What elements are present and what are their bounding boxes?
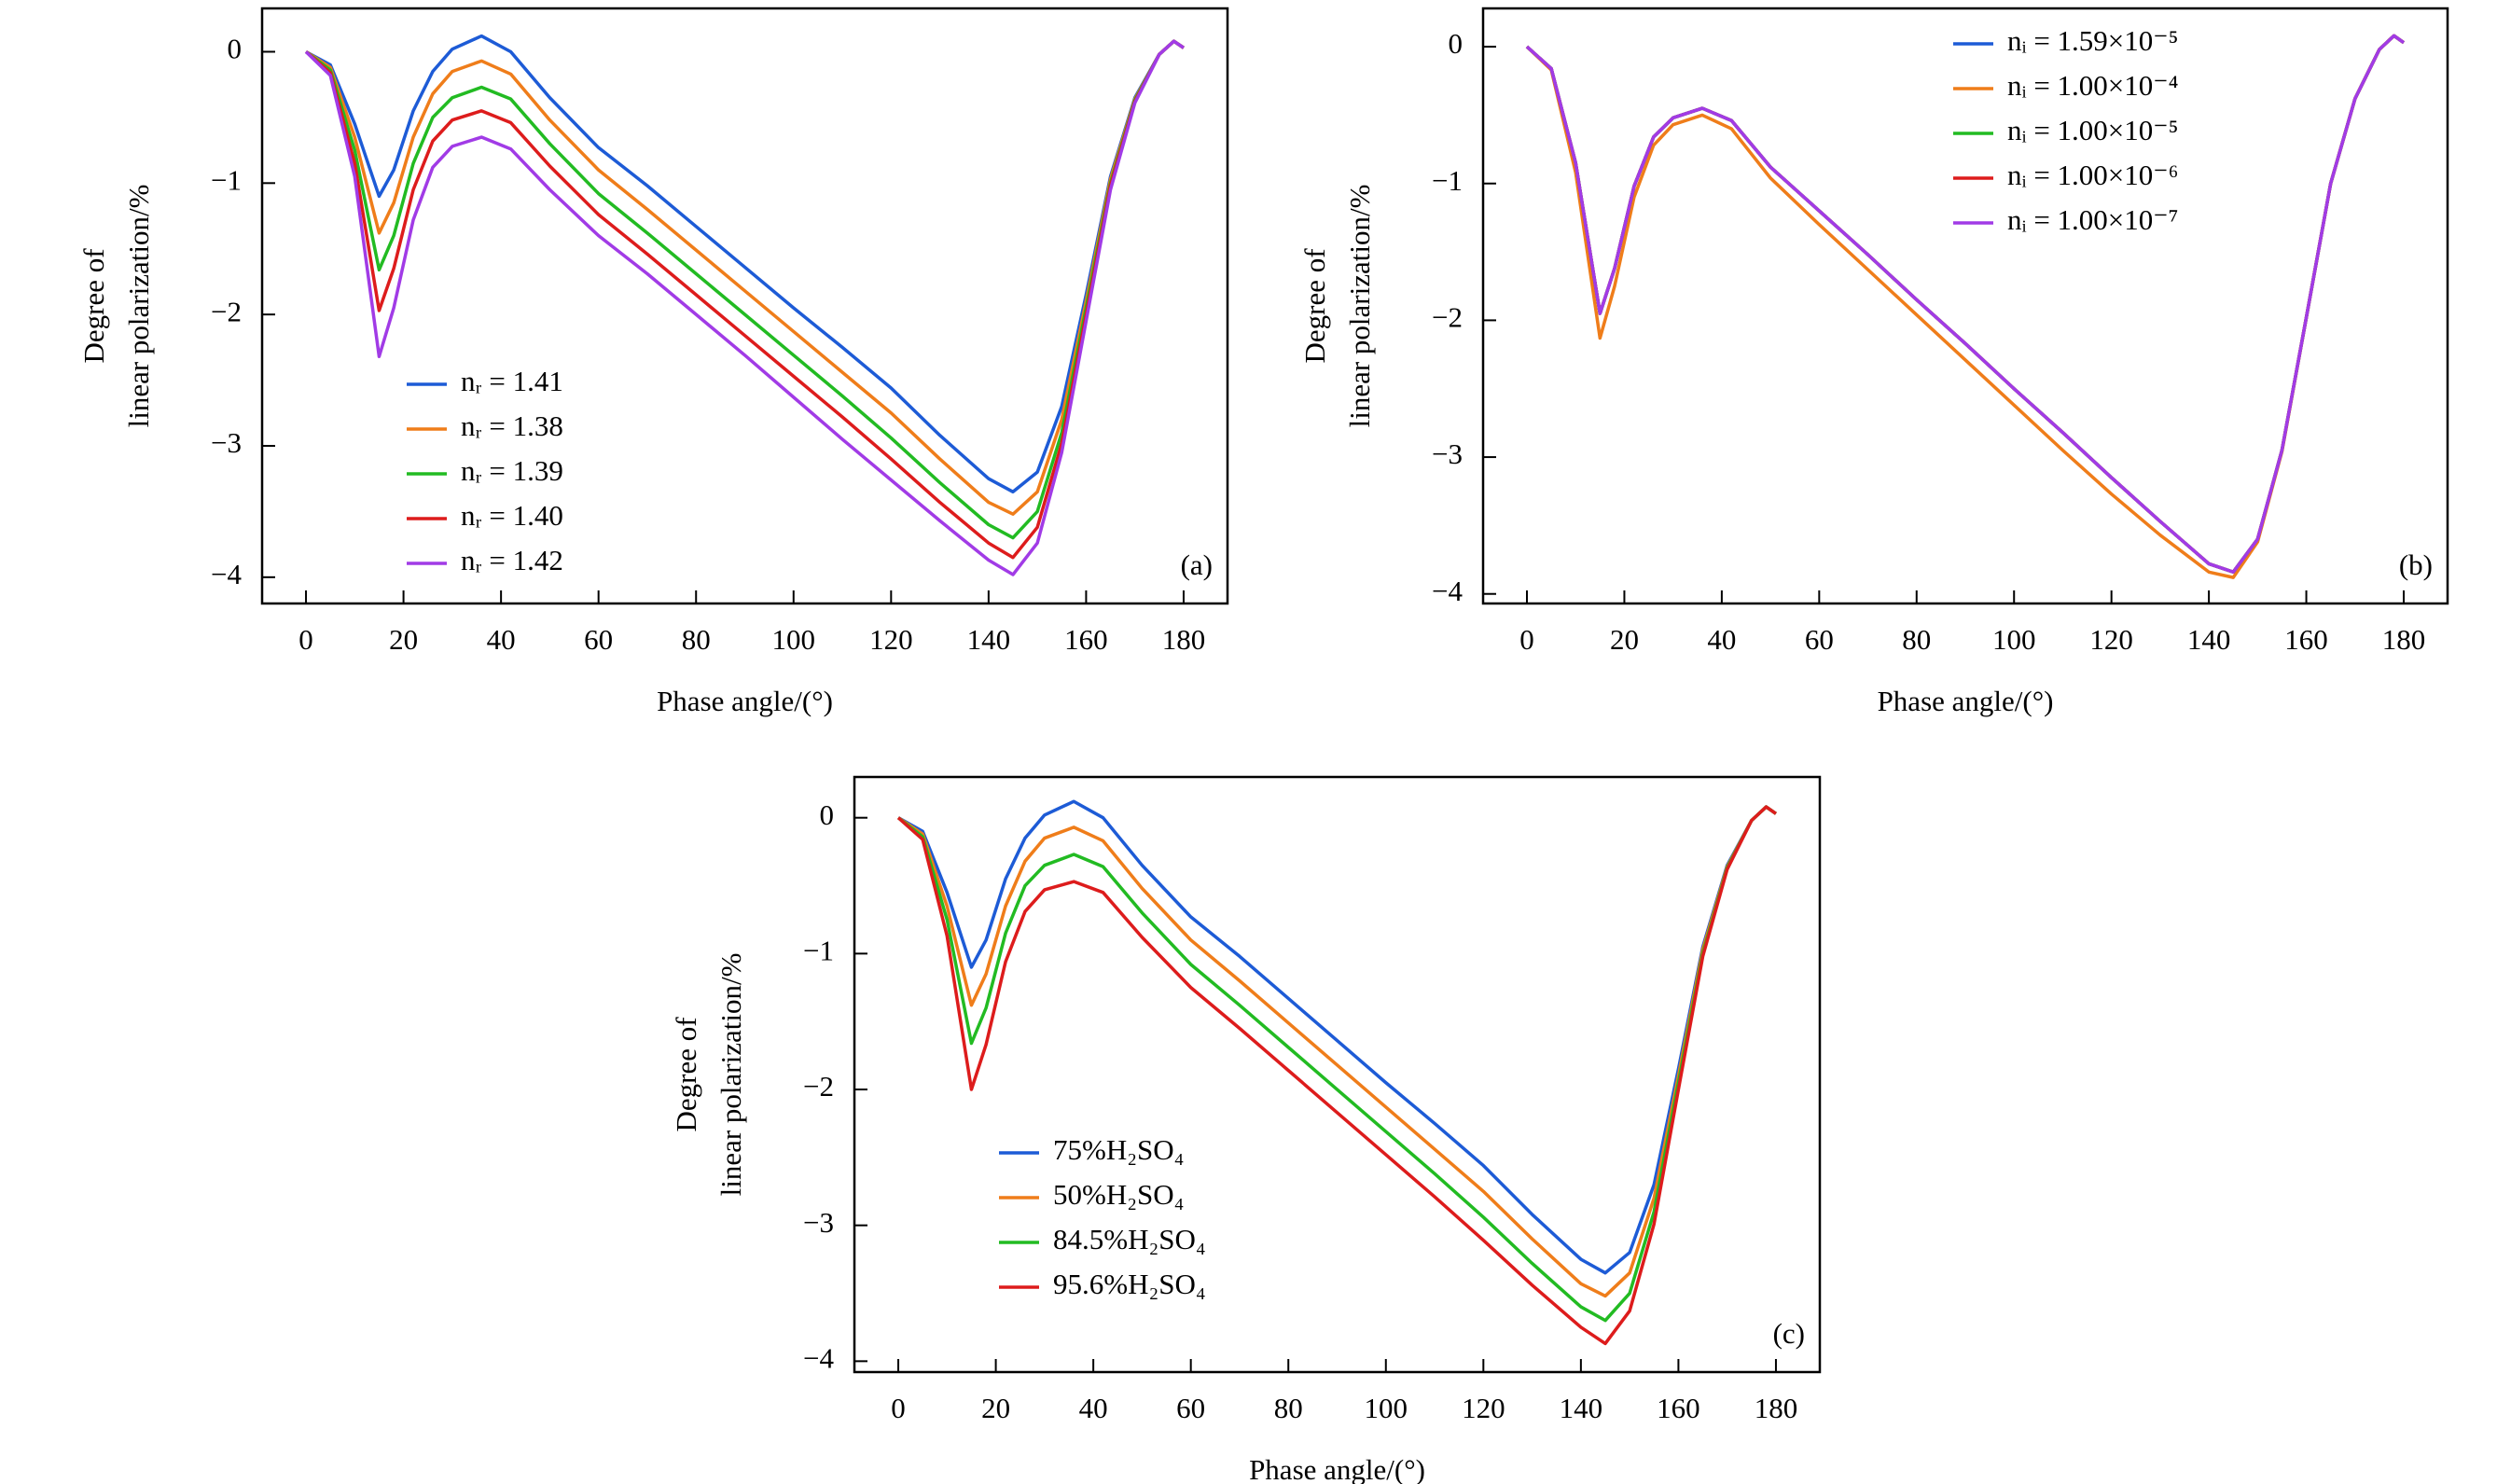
x-tick-label: 0 [891,1392,906,1424]
series-line [304,39,1185,560]
x-tick-label: 180 [1755,1392,1798,1424]
panel-label: (b) [2399,548,2433,581]
y-axis-label: Degree of [1298,248,1331,364]
x-tick-label: 160 [2284,623,2328,656]
plot-frame [853,775,1822,1374]
x-tick-label: 40 [487,623,516,656]
x-tick-label: 80 [1902,623,1931,656]
x-tick-label: 160 [1064,623,1108,656]
series-line [1525,34,2406,575]
y-tick-label: −4 [803,1341,834,1374]
x-tick-label: 60 [1805,623,1834,656]
y-tick-label: 0 [228,33,243,65]
x-axis-label: Phase angle/(°) [1249,1453,1425,1484]
y-tick-label: −2 [803,1070,834,1103]
x-tick-label: 0 [1519,623,1534,656]
y-tick-label: −1 [803,934,834,966]
x-tick-label: 120 [869,623,913,656]
y-tick-label: −3 [803,1206,834,1239]
legend-label: nᵢ = 1.00×10⁻⁵ [2007,114,2178,146]
plot-frame [1481,7,2449,605]
x-tick-label: 20 [981,1392,1010,1424]
x-tick-label: 140 [2187,623,2231,656]
x-tick-label: 60 [1176,1392,1205,1424]
x-tick-label: 40 [1707,623,1736,656]
y-tick-label: −3 [1432,437,1463,470]
y-axis-label: linear polarization/% [714,953,747,1197]
x-tick-label: 160 [1657,1392,1700,1424]
plot-frame [260,7,1229,605]
y-tick-label: −2 [211,295,242,327]
series-line [897,799,1777,1275]
y-tick-label: −2 [1432,301,1463,334]
legend-label: nᵢ = 1.00×10⁻⁶ [2007,159,2178,191]
x-tick-label: 140 [967,623,1011,656]
legend-label: nᵢ = 1.00×10⁻⁴ [2007,69,2178,102]
x-tick-label: 80 [1274,1392,1303,1424]
panel: 0 20 40 60 80 100 120 140 160 180 0 −1 −2 −3 −4 Phase a… [77,7,1229,717]
x-tick-label: 20 [389,623,418,656]
x-tick-label: 120 [1462,1392,1505,1424]
legend-label: nᵢ = 1.00×10⁻⁷ [2007,203,2178,236]
y-tick-label: 0 [820,798,835,831]
panel: 0 20 40 60 80 100 120 140 160 180 0 −1 −2 −3 −4 Phase a… [1298,7,2449,717]
panel: 0 20 40 60 80 100 120 140 160 180 0 −1 −2 −3 −4 Phase a… [670,775,1822,1484]
legend-label: nᵣ = 1.38 [461,409,563,442]
series-line [304,39,1185,576]
series-line [305,34,1185,494]
panel-label: (a) [1181,548,1213,581]
x-tick-label: 0 [298,623,313,656]
x-tick-label: 100 [1992,623,2036,656]
x-axis-label: Phase angle/(°) [1878,685,2054,717]
y-tick-label: −3 [211,426,242,459]
x-tick-label: 60 [584,623,613,656]
series-line [896,805,1777,1346]
legend-label: 50%H₂SO₄ [1053,1178,1184,1211]
y-tick-label: −4 [1432,575,1463,607]
y-axis-label: Degree of [77,248,110,364]
y-tick-label: 0 [1449,27,1464,60]
x-tick-label: 100 [1365,1392,1408,1424]
x-tick-label: 40 [1079,1392,1108,1424]
x-axis-label: Phase angle/(°) [657,685,833,717]
y-tick-label: −4 [211,558,242,590]
y-tick-label: −1 [1432,164,1463,197]
x-tick-label: 120 [2089,623,2133,656]
legend-label: nᵣ = 1.40 [461,499,563,532]
x-tick-label: 80 [682,623,711,656]
panel-label: (c) [1773,1317,1805,1350]
legend-label: 84.5%H₂SO₄ [1053,1223,1206,1255]
y-tick-label: −1 [211,163,242,196]
x-tick-label: 180 [2382,623,2426,656]
series-line [1525,34,2406,579]
legend-label: 75%H₂SO₄ [1053,1133,1184,1166]
x-tick-label: 20 [1610,623,1639,656]
x-tick-label: 140 [1560,1392,1603,1424]
y-axis-label: linear polarization/% [122,185,155,428]
y-axis-label: Degree of [670,1017,702,1132]
legend-label: 95.6%H₂SO₄ [1053,1268,1206,1300]
legend-label: nᵣ = 1.42 [461,544,563,576]
legend-label: nᵢ = 1.59×10⁻⁵ [2007,24,2178,57]
x-tick-label: 180 [1162,623,1206,656]
y-axis-label: linear polarization/% [1343,185,1376,428]
x-tick-label: 100 [772,623,816,656]
legend-label: nᵣ = 1.39 [461,454,563,487]
legend-label: nᵣ = 1.41 [461,365,563,397]
